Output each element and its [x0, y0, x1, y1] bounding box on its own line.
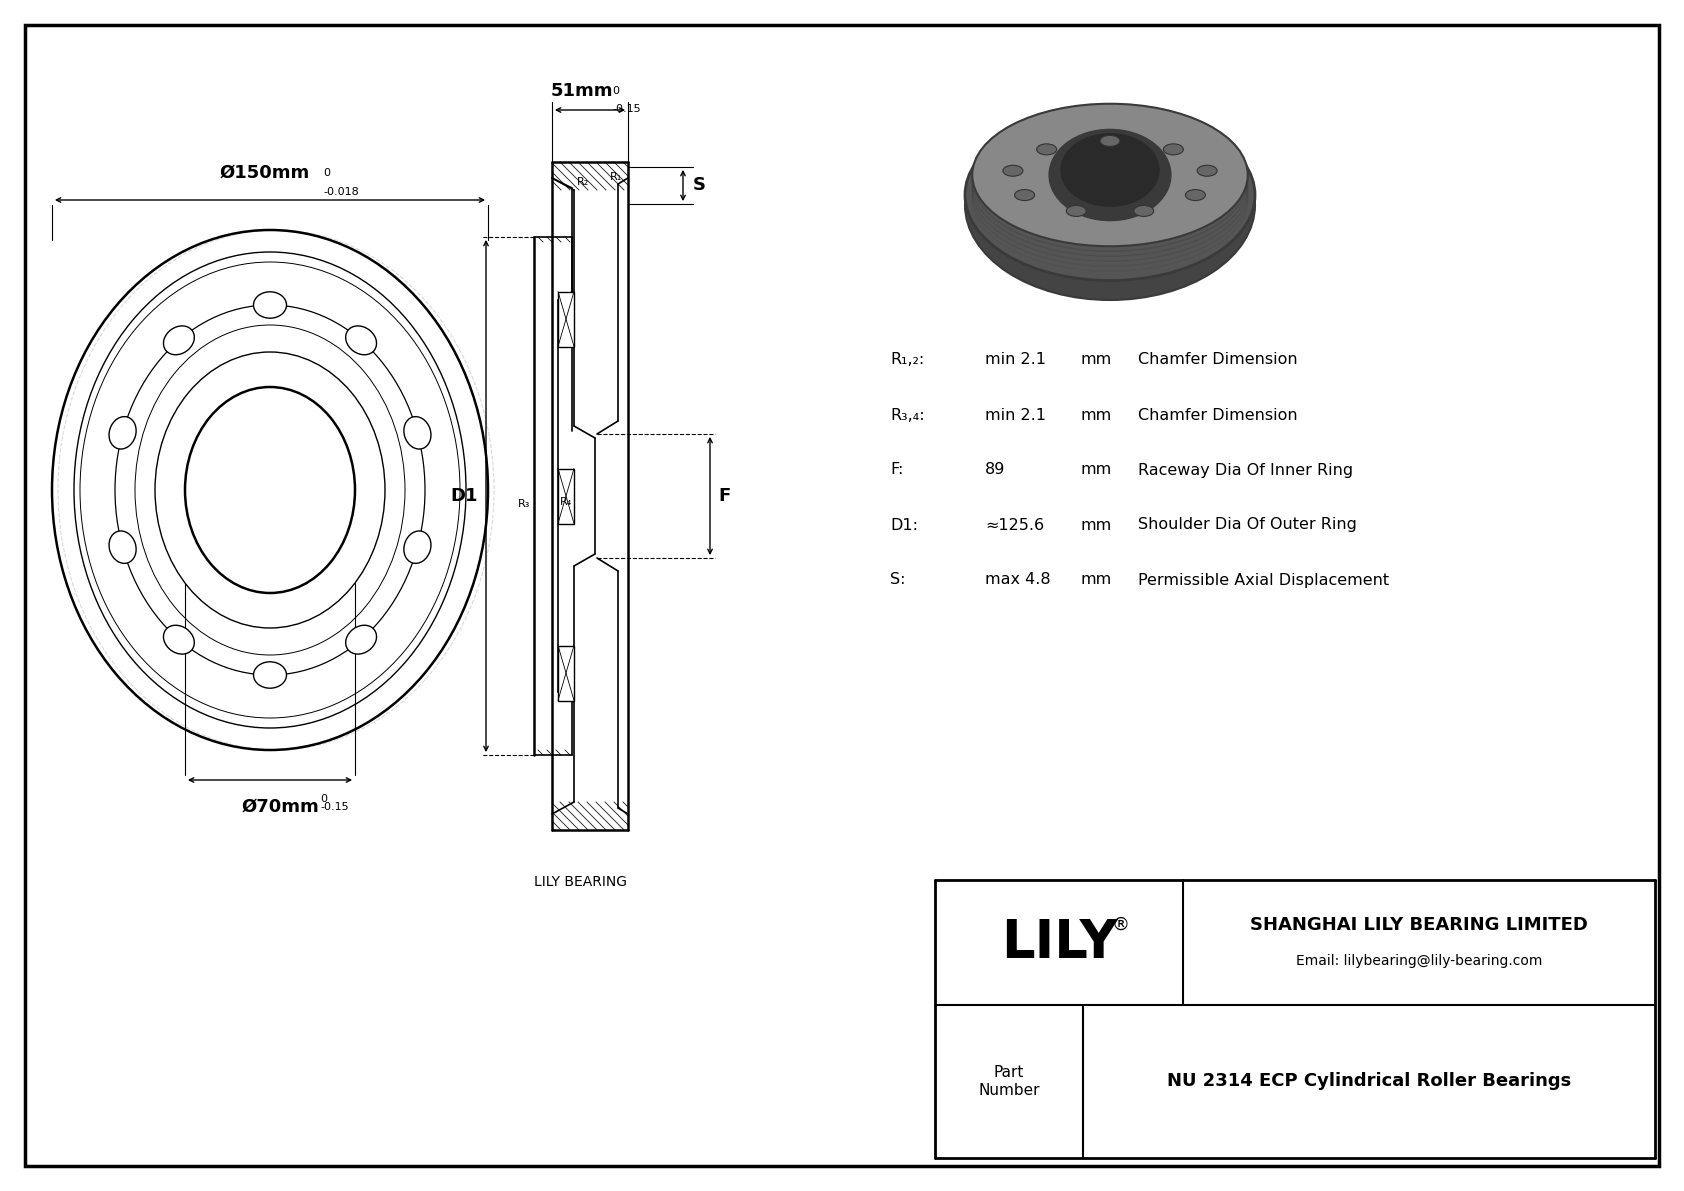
Text: LILY: LILY	[1000, 917, 1118, 968]
Text: R₃,₄:: R₃,₄:	[891, 407, 925, 423]
Text: S: S	[694, 176, 706, 194]
Text: NU 2314 ECP Cylindrical Roller Bearings: NU 2314 ECP Cylindrical Roller Bearings	[1167, 1073, 1571, 1091]
Text: 0: 0	[611, 86, 620, 96]
Text: mm: mm	[1079, 407, 1111, 423]
Text: R₁: R₁	[610, 172, 623, 182]
Text: SHANGHAI LILY BEARING LIMITED: SHANGHAI LILY BEARING LIMITED	[1250, 916, 1588, 934]
Ellipse shape	[254, 662, 286, 688]
Text: F:: F:	[891, 462, 903, 478]
Text: min 2.1: min 2.1	[985, 407, 1046, 423]
Ellipse shape	[1004, 166, 1022, 176]
Text: mm: mm	[1079, 573, 1111, 587]
Ellipse shape	[163, 625, 194, 654]
Text: Permissible Axial Displacement: Permissible Axial Displacement	[1138, 573, 1389, 587]
Text: min 2.1: min 2.1	[985, 353, 1046, 368]
Ellipse shape	[965, 110, 1255, 281]
Text: Shoulder Dia Of Outer Ring: Shoulder Dia Of Outer Ring	[1138, 518, 1357, 532]
Bar	[557, 468, 574, 524]
Text: R₃: R₃	[517, 499, 530, 509]
Text: Chamfer Dimension: Chamfer Dimension	[1138, 407, 1298, 423]
Ellipse shape	[1197, 166, 1218, 176]
Text: 51mm: 51mm	[551, 82, 613, 100]
Text: S:: S:	[891, 573, 906, 587]
Text: 0: 0	[323, 168, 330, 177]
Text: Ø70mm: Ø70mm	[241, 798, 318, 816]
Ellipse shape	[1014, 189, 1034, 200]
Bar	[557, 646, 574, 700]
Text: F: F	[717, 487, 731, 505]
Text: Chamfer Dimension: Chamfer Dimension	[1138, 353, 1298, 368]
Text: max 4.8: max 4.8	[985, 573, 1051, 587]
Ellipse shape	[1037, 144, 1056, 155]
Ellipse shape	[1059, 132, 1160, 208]
Text: D1:: D1:	[891, 518, 918, 532]
Ellipse shape	[1186, 189, 1206, 200]
Text: ®: ®	[1111, 916, 1128, 934]
Text: mm: mm	[1079, 353, 1111, 368]
Ellipse shape	[254, 292, 286, 318]
Text: LILY BEARING: LILY BEARING	[534, 875, 626, 888]
Text: 89: 89	[985, 462, 1005, 478]
Ellipse shape	[109, 417, 136, 449]
Text: 0: 0	[320, 794, 327, 804]
Text: R₄: R₄	[561, 497, 573, 507]
Ellipse shape	[1100, 136, 1120, 146]
Bar	[557, 292, 574, 347]
Text: -0.15: -0.15	[611, 104, 640, 114]
Ellipse shape	[972, 104, 1248, 247]
Text: R₁,₂:: R₁,₂:	[891, 353, 925, 368]
Text: -0.15: -0.15	[320, 802, 349, 812]
Text: Ø150mm: Ø150mm	[221, 164, 310, 182]
Ellipse shape	[109, 531, 136, 563]
Ellipse shape	[163, 326, 194, 355]
Ellipse shape	[1049, 130, 1170, 220]
Text: Email: lilybearing@lily-bearing.com: Email: lilybearing@lily-bearing.com	[1295, 954, 1543, 967]
Ellipse shape	[1133, 205, 1154, 217]
Text: R₂: R₂	[578, 177, 589, 187]
Ellipse shape	[345, 625, 377, 654]
Ellipse shape	[1164, 144, 1184, 155]
Ellipse shape	[404, 531, 431, 563]
Ellipse shape	[1066, 205, 1086, 217]
Text: mm: mm	[1079, 518, 1111, 532]
Text: Part
Number: Part Number	[978, 1065, 1039, 1098]
Ellipse shape	[345, 326, 377, 355]
Text: Raceway Dia Of Inner Ring: Raceway Dia Of Inner Ring	[1138, 462, 1354, 478]
Text: D1: D1	[451, 487, 478, 505]
Text: mm: mm	[1079, 462, 1111, 478]
Text: ≈125.6: ≈125.6	[985, 518, 1044, 532]
Ellipse shape	[404, 417, 431, 449]
Ellipse shape	[965, 110, 1255, 300]
Text: -0.018: -0.018	[323, 187, 359, 197]
